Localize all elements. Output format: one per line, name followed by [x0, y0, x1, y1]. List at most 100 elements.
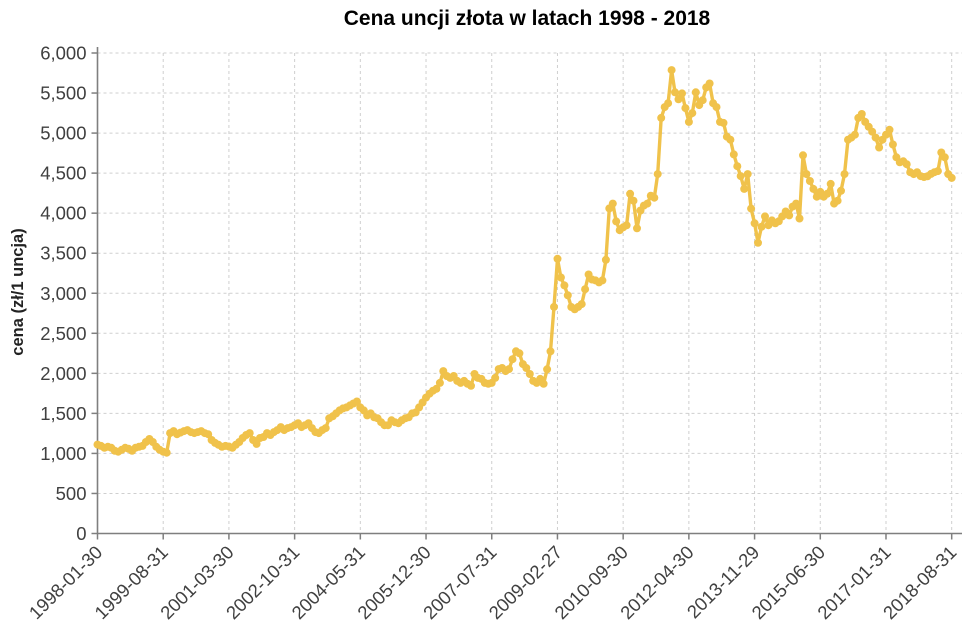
y-tick-label: 500	[56, 483, 87, 504]
data-point[interactable]	[563, 291, 572, 300]
data-point[interactable]	[432, 384, 441, 393]
data-point[interactable]	[733, 162, 742, 171]
data-point[interactable]	[674, 95, 683, 104]
data-point[interactable]	[667, 66, 676, 75]
data-point[interactable]	[837, 186, 845, 195]
data-point[interactable]	[435, 378, 444, 387]
data-point[interactable]	[823, 189, 832, 198]
data-point[interactable]	[671, 88, 679, 97]
data-point[interactable]	[598, 276, 607, 285]
data-point[interactable]	[653, 170, 662, 179]
data-point[interactable]	[505, 365, 513, 374]
data-point[interactable]	[712, 103, 721, 112]
data-point[interactable]	[750, 219, 759, 228]
data-point[interactable]	[543, 365, 552, 374]
data-point[interactable]	[833, 196, 842, 205]
data-point[interactable]	[252, 439, 261, 448]
data-point[interactable]	[826, 179, 835, 188]
data-point[interactable]	[850, 130, 859, 139]
data-point[interactable]	[868, 127, 877, 136]
data-point[interactable]	[757, 222, 766, 231]
data-point[interactable]	[601, 255, 610, 264]
y-tick-label: 2,500	[40, 323, 86, 344]
data-point[interactable]	[940, 153, 949, 162]
data-point[interactable]	[608, 199, 617, 208]
data-point[interactable]	[792, 199, 801, 208]
data-point[interactable]	[678, 89, 686, 98]
data-point[interactable]	[726, 135, 735, 144]
data-point[interactable]	[684, 117, 693, 126]
y-tick-label: 4,500	[40, 163, 86, 184]
data-point[interactable]	[795, 214, 804, 223]
data-point[interactable]	[525, 370, 534, 378]
data-point[interactable]	[626, 189, 635, 198]
data-point[interactable]	[840, 170, 849, 179]
data-point[interactable]	[539, 379, 548, 388]
data-point[interactable]	[705, 79, 714, 88]
data-point[interactable]	[743, 170, 752, 179]
data-point[interactable]	[508, 355, 517, 364]
data-point[interactable]	[681, 104, 690, 113]
data-point[interactable]	[550, 302, 558, 311]
data-point[interactable]	[805, 177, 814, 185]
data-point[interactable]	[581, 285, 590, 294]
data-point[interactable]	[875, 143, 884, 152]
data-point[interactable]	[698, 96, 707, 105]
y-tick-label: 4,000	[40, 203, 86, 224]
data-point[interactable]	[556, 273, 565, 282]
data-point[interactable]	[857, 110, 866, 118]
data-point[interactable]	[352, 397, 361, 406]
series-line	[95, 68, 954, 455]
data-point[interactable]	[885, 125, 894, 134]
data-point[interactable]	[688, 109, 697, 118]
y-tick-label: 1,500	[40, 403, 86, 424]
data-point[interactable]	[515, 349, 524, 358]
y-tick-label: 0	[76, 523, 86, 544]
data-point[interactable]	[947, 173, 956, 182]
data-point[interactable]	[754, 238, 762, 247]
data-point[interactable]	[612, 217, 621, 226]
data-point[interactable]	[622, 221, 631, 230]
y-tick-label: 2,000	[40, 363, 86, 384]
data-point[interactable]	[522, 364, 531, 372]
data-point[interactable]	[553, 254, 562, 263]
data-point[interactable]	[491, 373, 500, 382]
y-tick-label: 5,000	[40, 123, 86, 144]
data-point[interactable]	[933, 167, 942, 176]
data-point[interactable]	[577, 300, 586, 309]
y-tick-label: 6,000	[40, 43, 86, 64]
data-point[interactable]	[664, 99, 673, 108]
data-point[interactable]	[162, 448, 171, 457]
data-point[interactable]	[629, 196, 638, 205]
data-point[interactable]	[467, 381, 475, 390]
data-point[interactable]	[719, 118, 728, 127]
data-point[interactable]	[245, 429, 254, 438]
data-point[interactable]	[736, 172, 745, 181]
data-point[interactable]	[740, 184, 749, 193]
data-point[interactable]	[785, 211, 794, 220]
data-point[interactable]	[657, 113, 666, 122]
y-tick-label: 3,500	[40, 243, 86, 264]
data-point[interactable]	[802, 170, 811, 179]
data-point[interactable]	[871, 133, 880, 142]
data-point[interactable]	[761, 212, 769, 221]
data-point[interactable]	[650, 193, 659, 202]
y-axis-title: cena (zł/1 uncja)	[9, 228, 27, 355]
data-point[interactable]	[204, 430, 213, 439]
data-point[interactable]	[799, 151, 807, 160]
data-point[interactable]	[747, 204, 756, 213]
data-point[interactable]	[321, 424, 330, 433]
data-point[interactable]	[560, 281, 569, 290]
data-point[interactable]	[691, 88, 700, 97]
data-point[interactable]	[546, 347, 555, 356]
data-point[interactable]	[888, 140, 897, 149]
data-point[interactable]	[729, 150, 738, 159]
data-point[interactable]	[809, 184, 818, 193]
data-point[interactable]	[643, 199, 652, 208]
data-point[interactable]	[633, 224, 641, 233]
plot-area: 0 500 1,000 1,500 2,000 2,500 3,000 3,500 4,000 4…	[25, 43, 962, 623]
data-point[interactable]	[902, 160, 911, 169]
y-tick-label: 5,500	[40, 83, 86, 104]
